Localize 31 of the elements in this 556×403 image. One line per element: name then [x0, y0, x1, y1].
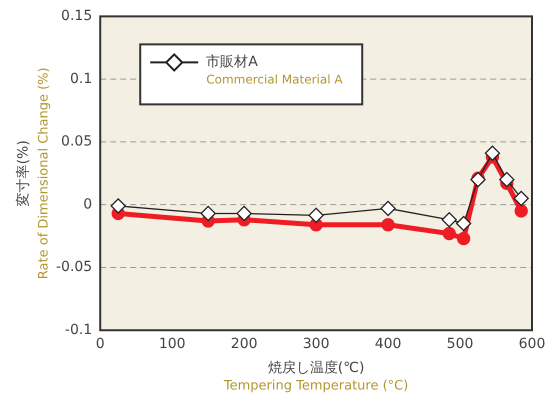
y-tick-label: -0.05: [56, 259, 92, 276]
point: [514, 204, 528, 218]
y-tick-label: -0.1: [64, 322, 92, 338]
point: [200, 206, 216, 222]
point: [456, 216, 472, 232]
point: [514, 190, 529, 206]
x-tick-label: 0: [96, 336, 105, 352]
y-tick-label: 0.05: [61, 134, 92, 150]
point: [110, 198, 126, 214]
x-tick-label: 400: [374, 336, 402, 352]
point: [381, 218, 395, 232]
point: [442, 212, 457, 228]
y-tick-label: 0: [83, 196, 92, 212]
point: [236, 206, 252, 222]
x-tick-label: 100: [158, 336, 186, 352]
x-tick-label: 300: [302, 336, 330, 352]
point: [308, 208, 324, 223]
point: [456, 232, 470, 246]
y-axis-title: 変寸率(%) Rate of Dimensional Change (%): [16, 67, 52, 280]
x-axis-title: 焼戻し温度(℃) Tempering Temperature (°C): [222, 360, 408, 394]
x-tick-label: 500: [446, 336, 474, 352]
point: [442, 226, 456, 240]
point: [484, 146, 500, 161]
x-tick-label: 200: [230, 336, 258, 352]
y-tick-label: 0.1: [70, 70, 92, 87]
point: [380, 200, 396, 216]
x-tick-label: 600: [518, 336, 546, 352]
point: [470, 172, 486, 188]
point: [499, 172, 514, 188]
y-tick-label: 0.15: [61, 8, 92, 24]
legend-label: 市販材A Commercial Material A: [206, 54, 344, 87]
